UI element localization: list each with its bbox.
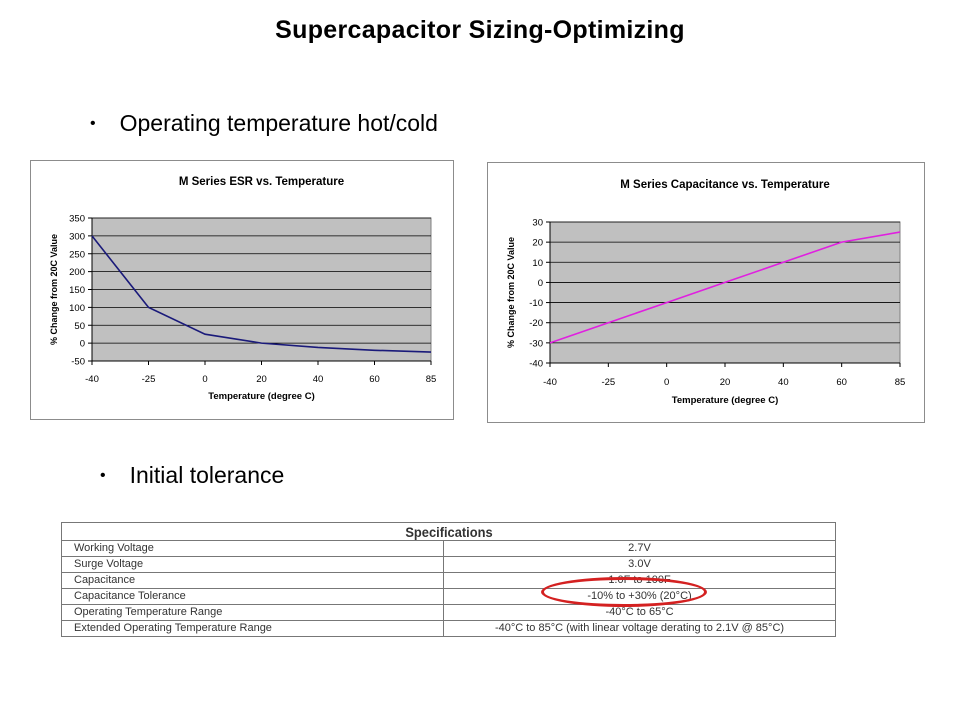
spec-value: 3.0V [443, 556, 836, 573]
spec-label: Extended Operating Temperature Range [61, 620, 444, 637]
capacitance-chart-svg: -40 -30 -20 -10 0 10 20 30 -40 -25 0 20 40 60 85 M Seri… [506, 179, 906, 406]
spec-value: -40°C to 65°C [443, 604, 836, 621]
y-axis-label: % Change from 20C Value [49, 234, 59, 345]
y-tick-label: 50 [74, 321, 85, 332]
spec-label: Surge Voltage [61, 556, 444, 573]
x-tick-label: 20 [256, 374, 267, 385]
specifications-header: Specifications [91, 522, 806, 541]
y-tick-label: 350 [69, 214, 85, 225]
x-tick-label: -40 [543, 377, 557, 388]
bullet-text: Operating temperature hot/cold [119, 110, 438, 136]
table-row: Operating Temperature Range -40°C to 65°… [61, 604, 836, 621]
y-tick-label: -20 [529, 318, 543, 329]
y-tick-label: 300 [69, 231, 85, 242]
x-tick-label: 20 [720, 377, 731, 388]
chart-title: M Series ESR vs. Temperature [179, 176, 344, 188]
y-axis-label: % Change from 20C Value [506, 237, 516, 348]
x-axis-label: Temperature (degree C) [208, 391, 314, 402]
y-tick-label: -30 [529, 338, 543, 349]
esr-chart: -50 0 50 100 150 200 250 300 350 -40 -25 0 20 40 60 85 M… [30, 160, 454, 420]
x-tick-label: 85 [895, 377, 906, 388]
spec-value: 2.7V [443, 540, 836, 557]
series-line [91, 235, 432, 353]
spec-label: Operating Temperature Range [61, 604, 444, 621]
bullet-operating-temperature: • Operating temperature hot/cold [90, 110, 438, 137]
x-tick-label: -25 [142, 374, 156, 385]
y-tick-label: 30 [532, 218, 543, 229]
y-tick-label: 100 [69, 303, 85, 314]
spec-value: 1.0F to 100F [443, 572, 836, 589]
y-tick-label: 10 [532, 258, 543, 269]
spec-label: Working Voltage [61, 540, 444, 557]
x-tick-label: 85 [426, 374, 437, 385]
x-tick-label: 60 [369, 374, 380, 385]
bullet-initial-tolerance: • Initial tolerance [100, 462, 284, 489]
slide-title: Supercapacitor Sizing-Optimizing [275, 16, 685, 44]
spec-value: -40°C to 85°C (with linear voltage derat… [443, 620, 836, 637]
y-tick-label: -40 [529, 359, 543, 370]
bullet-dot: • [90, 114, 96, 132]
x-axis-label: Temperature (degree C) [672, 395, 778, 406]
x-tick-label: 60 [836, 377, 847, 388]
table-row: Working Voltage 2.7V [61, 540, 836, 557]
capacitance-chart: -40 -30 -20 -10 0 10 20 30 -40 -25 0 20 40 60 85 M Seri… [487, 162, 925, 423]
y-tick-label: 0 [80, 339, 85, 350]
table-row: Extended Operating Temperature Range -40… [61, 620, 836, 637]
y-tick-label: 150 [69, 285, 85, 296]
table-row: Capacitance 1.0F to 100F [61, 572, 836, 589]
spec-label: Capacitance [61, 572, 444, 589]
x-tick-label: -25 [601, 377, 615, 388]
chart-title: M Series Capacitance vs. Temperature [620, 179, 829, 191]
y-tick-label: 200 [69, 267, 85, 278]
esr-chart-svg: -50 0 50 100 150 200 250 300 350 -40 -25 0 20 40 60 85 M… [49, 176, 437, 402]
spec-label: Capacitance Tolerance [61, 588, 444, 605]
y-tick-label: 250 [69, 249, 85, 260]
specifications-table: Specifications Working Voltage 2.7V Surg… [61, 522, 836, 637]
table-row: Capacitance Tolerance -10% to +30% (20°C… [61, 588, 836, 605]
x-tick-label: 0 [664, 377, 669, 388]
series-line [549, 231, 901, 344]
plot-area [549, 221, 901, 364]
x-tick-label: 40 [778, 377, 789, 388]
table-row: Surge Voltage 3.0V [61, 556, 836, 573]
bullet-dot: • [100, 466, 106, 484]
y-tick-label: -10 [529, 298, 543, 309]
y-tick-label: 20 [532, 238, 543, 249]
y-tick-label: -50 [71, 357, 85, 368]
x-tick-label: 0 [202, 374, 207, 385]
bullet-text: Initial tolerance [129, 462, 285, 488]
spec-value: -10% to +30% (20°C) [443, 588, 836, 605]
x-tick-label: 40 [313, 374, 324, 385]
y-tick-label: 0 [538, 278, 543, 289]
x-tick-label: -40 [85, 374, 99, 385]
